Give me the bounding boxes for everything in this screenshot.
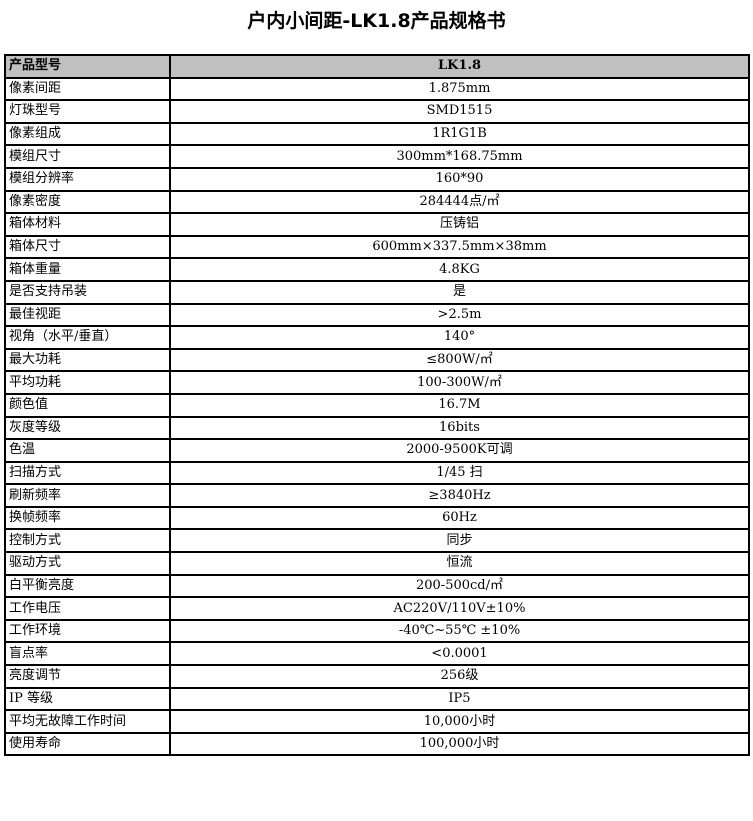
spec-label: 白平衡亮度 <box>4 573 171 599</box>
spec-value: ≤800W/㎡ <box>169 347 750 373</box>
spec-value: 16.7M <box>169 392 750 418</box>
table-row: 最大功耗 ≤800W/㎡ <box>4 347 750 373</box>
table-row: IP 等级 IP5 <box>4 686 750 712</box>
spec-label: 色温 <box>4 438 171 463</box>
spec-value: 恒流 <box>169 551 750 576</box>
table-row: 像素密度 284444点/㎡ <box>4 189 750 215</box>
table-row: 工作电压 AC220V/110V±10% <box>4 596 750 621</box>
table-row: 模组分辨率 160*90 <box>4 166 750 192</box>
spec-value: 100-300W/㎡ <box>169 370 750 395</box>
table-row: 平均功耗 100-300W/㎡ <box>4 370 750 395</box>
table-row: 像素间距 1.875mm <box>4 76 750 102</box>
spec-value: 压铸铝 <box>169 212 750 237</box>
spec-label: 刷新频率 <box>4 483 171 508</box>
spec-table: 产品型号 LK1.8 像素间距 1.875mm 灯珠型号 SMD1515 像素组成 1R1… <box>4 54 750 757</box>
table-row: 扫描方式 1/45 扫 <box>4 460 750 486</box>
spec-label: 灯珠型号 <box>4 99 171 124</box>
table-row: 盲点率 <0.0001 <box>4 641 750 667</box>
spec-label: 最大功耗 <box>4 347 171 373</box>
spec-value: 60Hz <box>169 505 750 531</box>
spec-value: SMD1515 <box>169 99 750 124</box>
table-row: 像素组成 1R1G1B <box>4 121 750 147</box>
table-row: 箱体尺寸 600mm×337.5mm×38mm <box>4 234 750 260</box>
spec-label: 盲点率 <box>4 641 171 667</box>
spec-label: 灰度等级 <box>4 415 171 441</box>
spec-value: 256级 <box>169 664 750 689</box>
table-row: 灯珠型号 SMD1515 <box>4 99 750 124</box>
header-label: 产品型号 <box>4 54 171 79</box>
spec-label: 颜色值 <box>4 392 171 418</box>
table-row: 驱动方式 恒流 <box>4 551 750 576</box>
spec-label: 像素组成 <box>4 121 171 147</box>
spec-value: -40℃~55℃ ±10% <box>169 618 750 644</box>
spec-value: 1/45 扫 <box>169 460 750 486</box>
spec-value: >2.5m <box>169 302 750 328</box>
spec-value: 10,000小时 <box>169 709 750 734</box>
spec-label: 最佳视距 <box>4 302 171 328</box>
spec-label: 工作电压 <box>4 596 171 621</box>
table-row: 模组尺寸 300mm*168.75mm <box>4 144 750 169</box>
spec-label: 箱体重量 <box>4 257 171 282</box>
table-row: 亮度调节 256级 <box>4 664 750 689</box>
table-row: 色温 2000-9500K可调 <box>4 438 750 463</box>
spec-value: 1R1G1B <box>169 121 750 147</box>
spec-value: 1.875mm <box>169 76 750 102</box>
spec-label: 像素间距 <box>4 76 171 102</box>
spec-label: 亮度调节 <box>4 664 171 689</box>
spec-value: 160*90 <box>169 166 750 192</box>
spec-value: 100,000小时 <box>169 731 750 757</box>
spec-label: IP 等级 <box>4 686 171 712</box>
spec-value: 200-500cd/㎡ <box>169 573 750 599</box>
table-row: 灰度等级 16bits <box>4 415 750 441</box>
table-row: 箱体重量 4.8KG <box>4 257 750 282</box>
header-value: LK1.8 <box>169 54 750 79</box>
spec-label: 像素密度 <box>4 189 171 215</box>
spec-label: 平均功耗 <box>4 370 171 395</box>
spec-label: 控制方式 <box>4 528 171 554</box>
spec-label: 模组分辨率 <box>4 166 171 192</box>
spec-label: 是否支持吊装 <box>4 279 171 305</box>
spec-value: AC220V/110V±10% <box>169 596 750 621</box>
table-row: 视角（水平/垂直） 140° <box>4 325 750 350</box>
spec-value: <0.0001 <box>169 641 750 667</box>
spec-label: 平均无故障工作时间 <box>4 709 171 734</box>
table-row: 换帧频率 60Hz <box>4 505 750 531</box>
table-header-row: 产品型号 LK1.8 <box>4 54 750 79</box>
spec-label: 使用寿命 <box>4 731 171 757</box>
table-row: 最佳视距 >2.5m <box>4 302 750 328</box>
spec-label: 模组尺寸 <box>4 144 171 169</box>
spec-value: 140° <box>169 325 750 350</box>
page-title: 户内小间距-LK1.8产品规格书 <box>247 10 506 32</box>
spec-value: 16bits <box>169 415 750 441</box>
spec-value: 300mm*168.75mm <box>169 144 750 169</box>
table-row: 刷新频率 ≥3840Hz <box>4 483 750 508</box>
table-row: 颜色值 16.7M <box>4 392 750 418</box>
spec-value: 600mm×337.5mm×38mm <box>169 234 750 260</box>
table-row: 是否支持吊装是 <box>4 279 750 305</box>
spec-value: 4.8KG <box>169 257 750 282</box>
spec-label: 驱动方式 <box>4 551 171 576</box>
spec-label: 扫描方式 <box>4 460 171 486</box>
table-row: 工作环境 -40℃~55℃ ±10% <box>4 618 750 644</box>
spec-value: ≥3840Hz <box>169 483 750 508</box>
spec-label: 工作环境 <box>4 618 171 644</box>
spec-value: 是 <box>169 279 750 305</box>
spec-label: 视角（水平/垂直） <box>4 325 171 350</box>
spec-value: 284444点/㎡ <box>169 189 750 215</box>
spec-value: IP5 <box>169 686 750 712</box>
spec-label: 箱体材料 <box>4 212 171 237</box>
spec-value: 同步 <box>169 528 750 554</box>
spec-label: 箱体尺寸 <box>4 234 171 260</box>
spec-value: 2000-9500K可调 <box>169 438 750 463</box>
table-row: 箱体材料 压铸铝 <box>4 212 750 237</box>
table-row: 平均无故障工作时间 10,000小时 <box>4 709 750 734</box>
table-row: 白平衡亮度 200-500cd/㎡ <box>4 573 750 599</box>
spec-label: 换帧频率 <box>4 505 171 531</box>
table-row: 使用寿命 100,000小时 <box>4 731 750 757</box>
table-row: 控制方式 同步 <box>4 528 750 554</box>
